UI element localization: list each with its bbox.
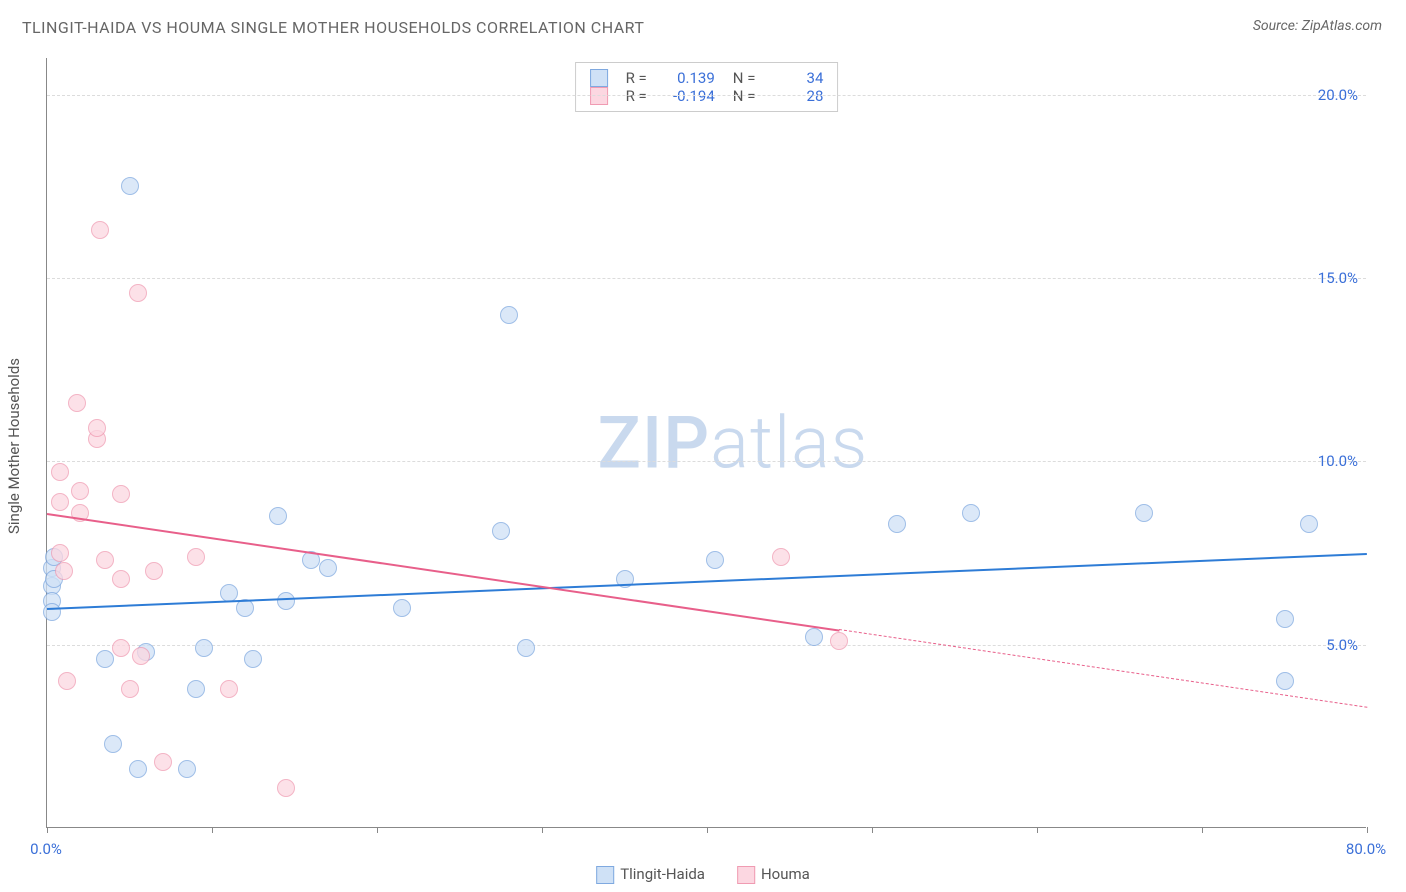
x-tick (707, 827, 708, 833)
data-point (96, 551, 114, 569)
data-point (187, 680, 205, 698)
data-point (805, 628, 823, 646)
legend-label: Houma (761, 865, 810, 883)
legend-item: Houma (737, 865, 810, 884)
data-point (58, 672, 76, 690)
chart-title: TLINGIT-HAIDA VS HOUMA SINGLE MOTHER HOU… (22, 18, 644, 37)
trend-line (47, 513, 839, 632)
legend-swatch (590, 69, 608, 87)
y-tick-label: 20.0% (1318, 86, 1358, 104)
gridline (47, 278, 1366, 279)
x-tick (47, 827, 48, 833)
stat-label: R = (626, 69, 647, 87)
data-point (195, 639, 213, 657)
data-point (96, 650, 114, 668)
data-point (220, 680, 238, 698)
data-point (132, 647, 150, 665)
x-tick-label: 80.0% (1346, 840, 1386, 858)
data-point (68, 394, 86, 412)
data-point (145, 562, 163, 580)
data-point (88, 419, 106, 437)
data-point (517, 639, 535, 657)
x-tick (872, 827, 873, 833)
data-point (393, 599, 411, 617)
x-tick (1367, 827, 1368, 833)
data-point (269, 507, 287, 525)
gridline (47, 95, 1366, 96)
data-point (178, 760, 196, 778)
data-point (104, 735, 122, 753)
data-point (1276, 672, 1294, 690)
data-point (244, 650, 262, 668)
data-point (277, 592, 295, 610)
data-point (319, 559, 337, 577)
data-point (91, 221, 109, 239)
x-tick (212, 827, 213, 833)
plot-area: ZIPatlas R = 0.139 N = 34 R = -0.194 N = 28 5.0… (46, 58, 1366, 828)
data-point (500, 306, 518, 324)
watermark: ZIPatlas (597, 400, 868, 485)
series-legend: Tlingit-Haida Houma (596, 865, 810, 884)
stat-n-value: 34 (773, 69, 823, 87)
data-point (112, 485, 130, 503)
data-point (112, 570, 130, 588)
x-tick (377, 827, 378, 833)
data-point (51, 463, 69, 481)
stat-label: R = (626, 87, 647, 105)
data-point (492, 522, 510, 540)
stat-label: N = (733, 69, 756, 87)
data-point (962, 504, 980, 522)
legend-item: Tlingit-Haida (596, 865, 705, 884)
stat-n-value: 28 (773, 87, 823, 105)
stats-legend: R = 0.139 N = 34 R = -0.194 N = 28 (575, 62, 839, 112)
x-tick (542, 827, 543, 833)
y-tick-label: 5.0% (1326, 636, 1358, 654)
y-tick-label: 15.0% (1318, 269, 1358, 287)
y-axis-label: Single Mother Households (5, 358, 23, 534)
stats-legend-row: R = -0.194 N = 28 (590, 87, 824, 105)
trend-line (839, 629, 1367, 708)
data-point (1276, 610, 1294, 628)
data-point (129, 284, 147, 302)
data-point (830, 632, 848, 650)
y-tick-label: 10.0% (1318, 452, 1358, 470)
data-point (55, 562, 73, 580)
data-point (71, 482, 89, 500)
data-point (51, 544, 69, 562)
data-point (154, 753, 172, 771)
data-point (121, 177, 139, 195)
data-point (51, 493, 69, 511)
data-point (706, 551, 724, 569)
stat-r-value: -0.194 (665, 87, 715, 105)
data-point (43, 603, 61, 621)
legend-swatch (590, 87, 608, 105)
chart-container: TLINGIT-HAIDA VS HOUMA SINGLE MOTHER HOU… (0, 0, 1406, 892)
legend-swatch (596, 866, 614, 884)
data-point (277, 779, 295, 797)
data-point (888, 515, 906, 533)
gridline (47, 461, 1366, 462)
stat-label: N = (733, 87, 756, 105)
x-tick-label: 0.0% (30, 840, 62, 858)
data-point (187, 548, 205, 566)
data-point (772, 548, 790, 566)
x-tick (1037, 827, 1038, 833)
data-point (112, 639, 130, 657)
data-point (1300, 515, 1318, 533)
gridline (47, 645, 1366, 646)
data-point (121, 680, 139, 698)
legend-swatch (737, 866, 755, 884)
x-tick (1202, 827, 1203, 833)
stats-legend-row: R = 0.139 N = 34 (590, 69, 824, 87)
source-label: Source: ZipAtlas.com (1253, 18, 1382, 34)
legend-label: Tlingit-Haida (620, 865, 705, 883)
data-point (129, 760, 147, 778)
data-point (1135, 504, 1153, 522)
stat-r-value: 0.139 (665, 69, 715, 87)
